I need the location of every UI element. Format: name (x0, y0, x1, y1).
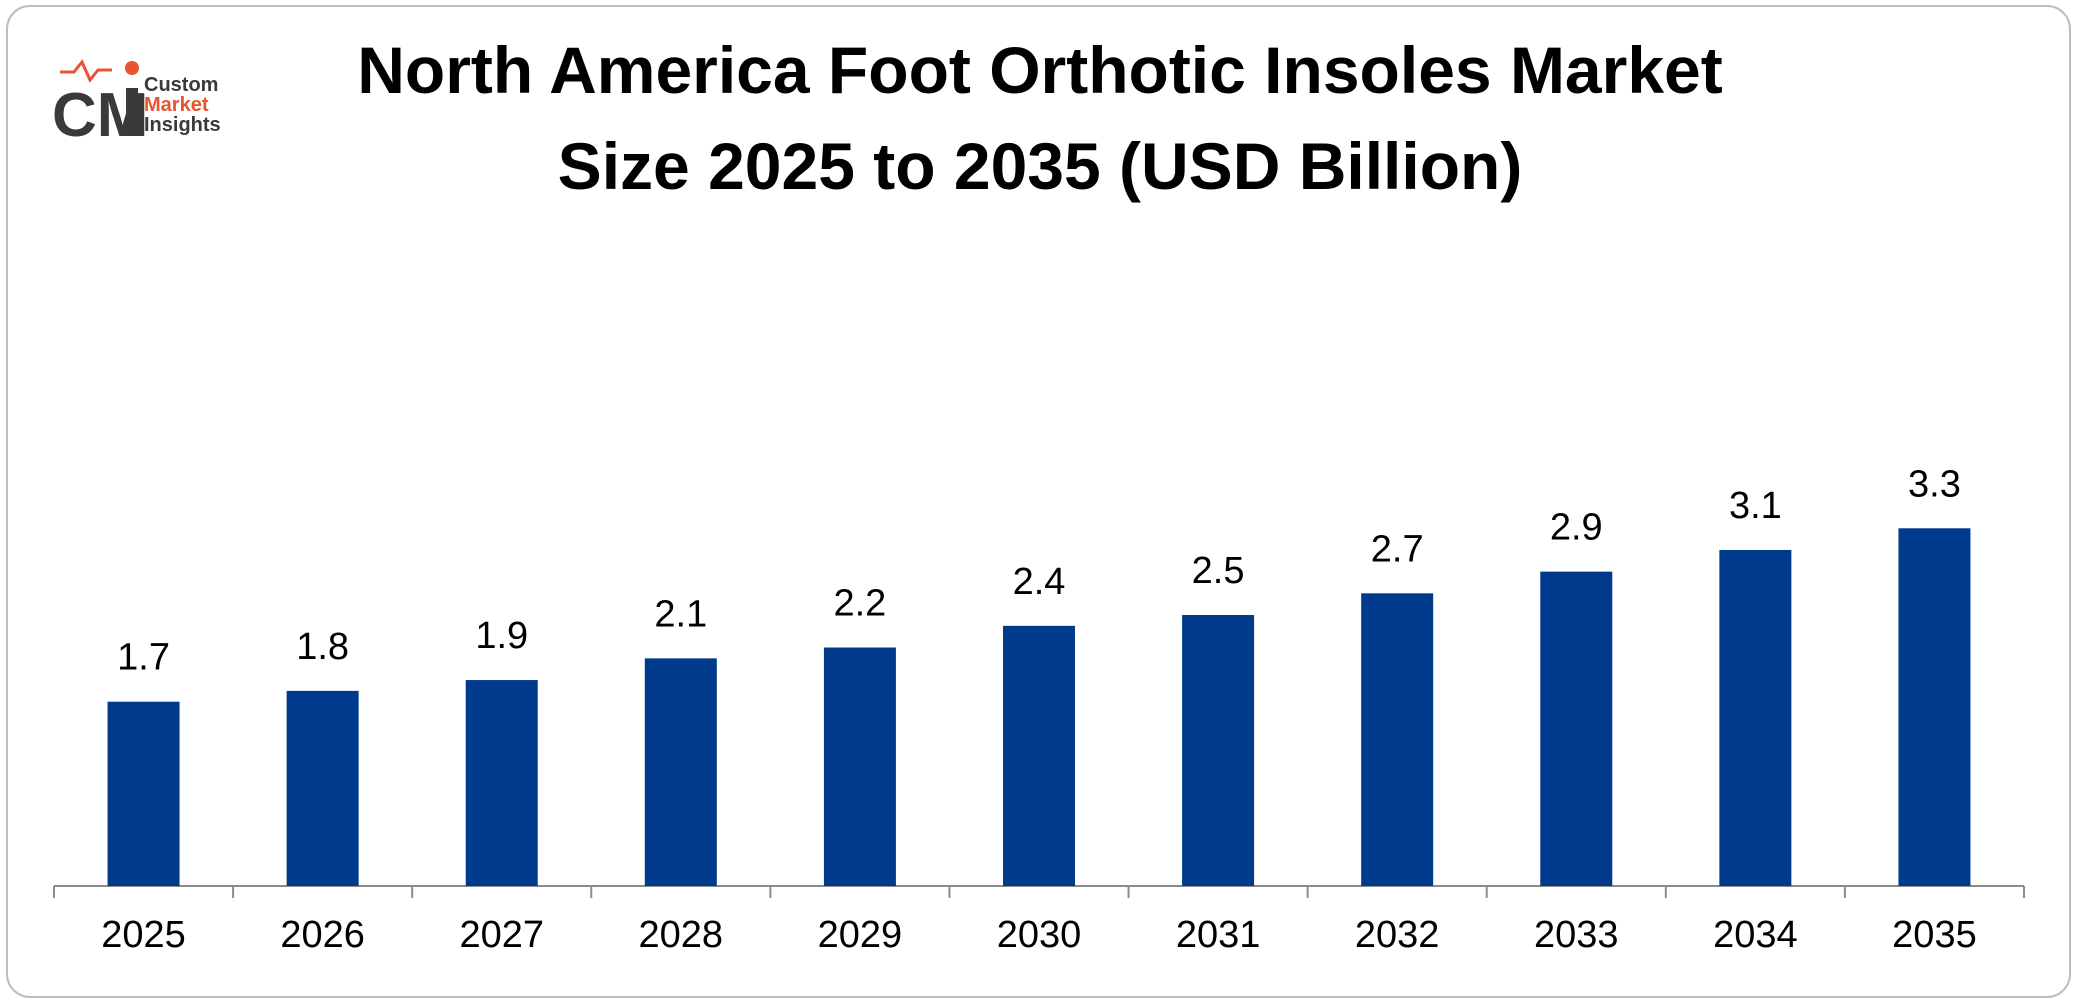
bar-2025 (107, 701, 180, 886)
logo-wordmark: Custom Market Insights (144, 75, 221, 135)
chart-title-line-2: Size 2025 to 2035 (USD Billion) (557, 129, 1523, 203)
bar-2035 (1898, 528, 1971, 886)
x-tick-label-2035: 2035 (1892, 914, 1977, 956)
x-tick-label-2034: 2034 (1713, 914, 1798, 956)
logo-line-custom: Custom (144, 74, 219, 96)
x-tick-label-2029: 2029 (818, 914, 903, 956)
bar-2026 (286, 690, 359, 886)
x-tick-label-2028: 2028 (639, 914, 724, 956)
x-tick-label-2033: 2033 (1534, 914, 1619, 956)
data-label-2025: 1.7 (117, 637, 170, 679)
data-label-2028: 2.1 (654, 593, 707, 635)
x-tick-label-2025: 2025 (101, 914, 186, 956)
bar-2029 (823, 647, 896, 886)
logo-line-insights: Insights (144, 114, 221, 136)
x-tick-label-2030: 2030 (997, 914, 1082, 956)
x-tick-label-2027: 2027 (459, 914, 544, 956)
data-label-2031: 2.5 (1192, 550, 1245, 592)
chart-title: North America Foot Orthotic Insoles Mark… (230, 22, 1850, 214)
bar-2033 (1540, 571, 1613, 886)
bar-2028 (644, 658, 717, 886)
bar-2027 (465, 680, 538, 886)
bar-2031 (1182, 615, 1255, 886)
bar-2034 (1719, 549, 1792, 886)
data-label-2035: 3.3 (1908, 463, 1961, 505)
data-label-2034: 3.1 (1729, 485, 1782, 527)
company-logo: CM Custom Market Insights (52, 58, 242, 150)
data-label-2027: 1.9 (475, 615, 528, 657)
logo-line-market: Market (144, 94, 209, 116)
data-label-2026: 1.8 (296, 626, 349, 668)
data-label-2033: 2.9 (1550, 507, 1603, 549)
data-label-2029: 2.2 (833, 583, 886, 625)
x-tick-label-2026: 2026 (280, 914, 365, 956)
x-tick-label-2031: 2031 (1176, 914, 1261, 956)
cmi-logo-icon: CM (52, 59, 148, 150)
bar-2030 (1003, 625, 1075, 886)
data-label-2030: 2.4 (1013, 561, 1066, 603)
x-tick-label-2032: 2032 (1355, 914, 1440, 956)
data-label-2032: 2.7 (1371, 528, 1424, 570)
bar-2032 (1361, 593, 1434, 886)
chart-title-line-1: North America Foot Orthotic Insoles Mark… (357, 33, 1723, 107)
